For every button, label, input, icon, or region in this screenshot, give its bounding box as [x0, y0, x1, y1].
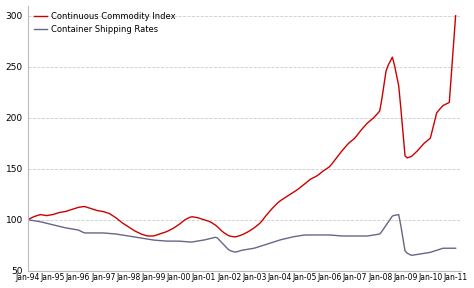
Continuous Commodity Index [453, 14, 458, 18]
Container Shipping Rates [396, 213, 401, 216]
Line: Continuous Commodity Index: Continuous Commodity Index [27, 16, 456, 237]
Container Shipping Rates [341, 234, 347, 238]
Container Shipping Rates [453, 247, 458, 250]
Continuous Commodity Index [343, 145, 349, 148]
Continuous Commodity Index [242, 232, 247, 235]
Line: Container Shipping Rates: Container Shipping Rates [27, 215, 456, 255]
Continuous Commodity Index [71, 207, 77, 211]
Continuous Commodity Index [231, 235, 237, 238]
Container Shipping Rates [71, 228, 77, 231]
Container Shipping Rates [409, 253, 414, 257]
Container Shipping Rates [97, 231, 102, 235]
Continuous Commodity Index [25, 218, 30, 221]
Container Shipping Rates [240, 248, 246, 252]
Continuous Commodity Index [139, 232, 145, 236]
Container Shipping Rates [139, 236, 145, 240]
Continuous Commodity Index [250, 227, 256, 230]
Container Shipping Rates [25, 218, 30, 221]
Legend: Continuous Commodity Index, Container Shipping Rates: Continuous Commodity Index, Container Sh… [32, 10, 178, 36]
Continuous Commodity Index [97, 209, 102, 213]
Container Shipping Rates [248, 247, 254, 251]
